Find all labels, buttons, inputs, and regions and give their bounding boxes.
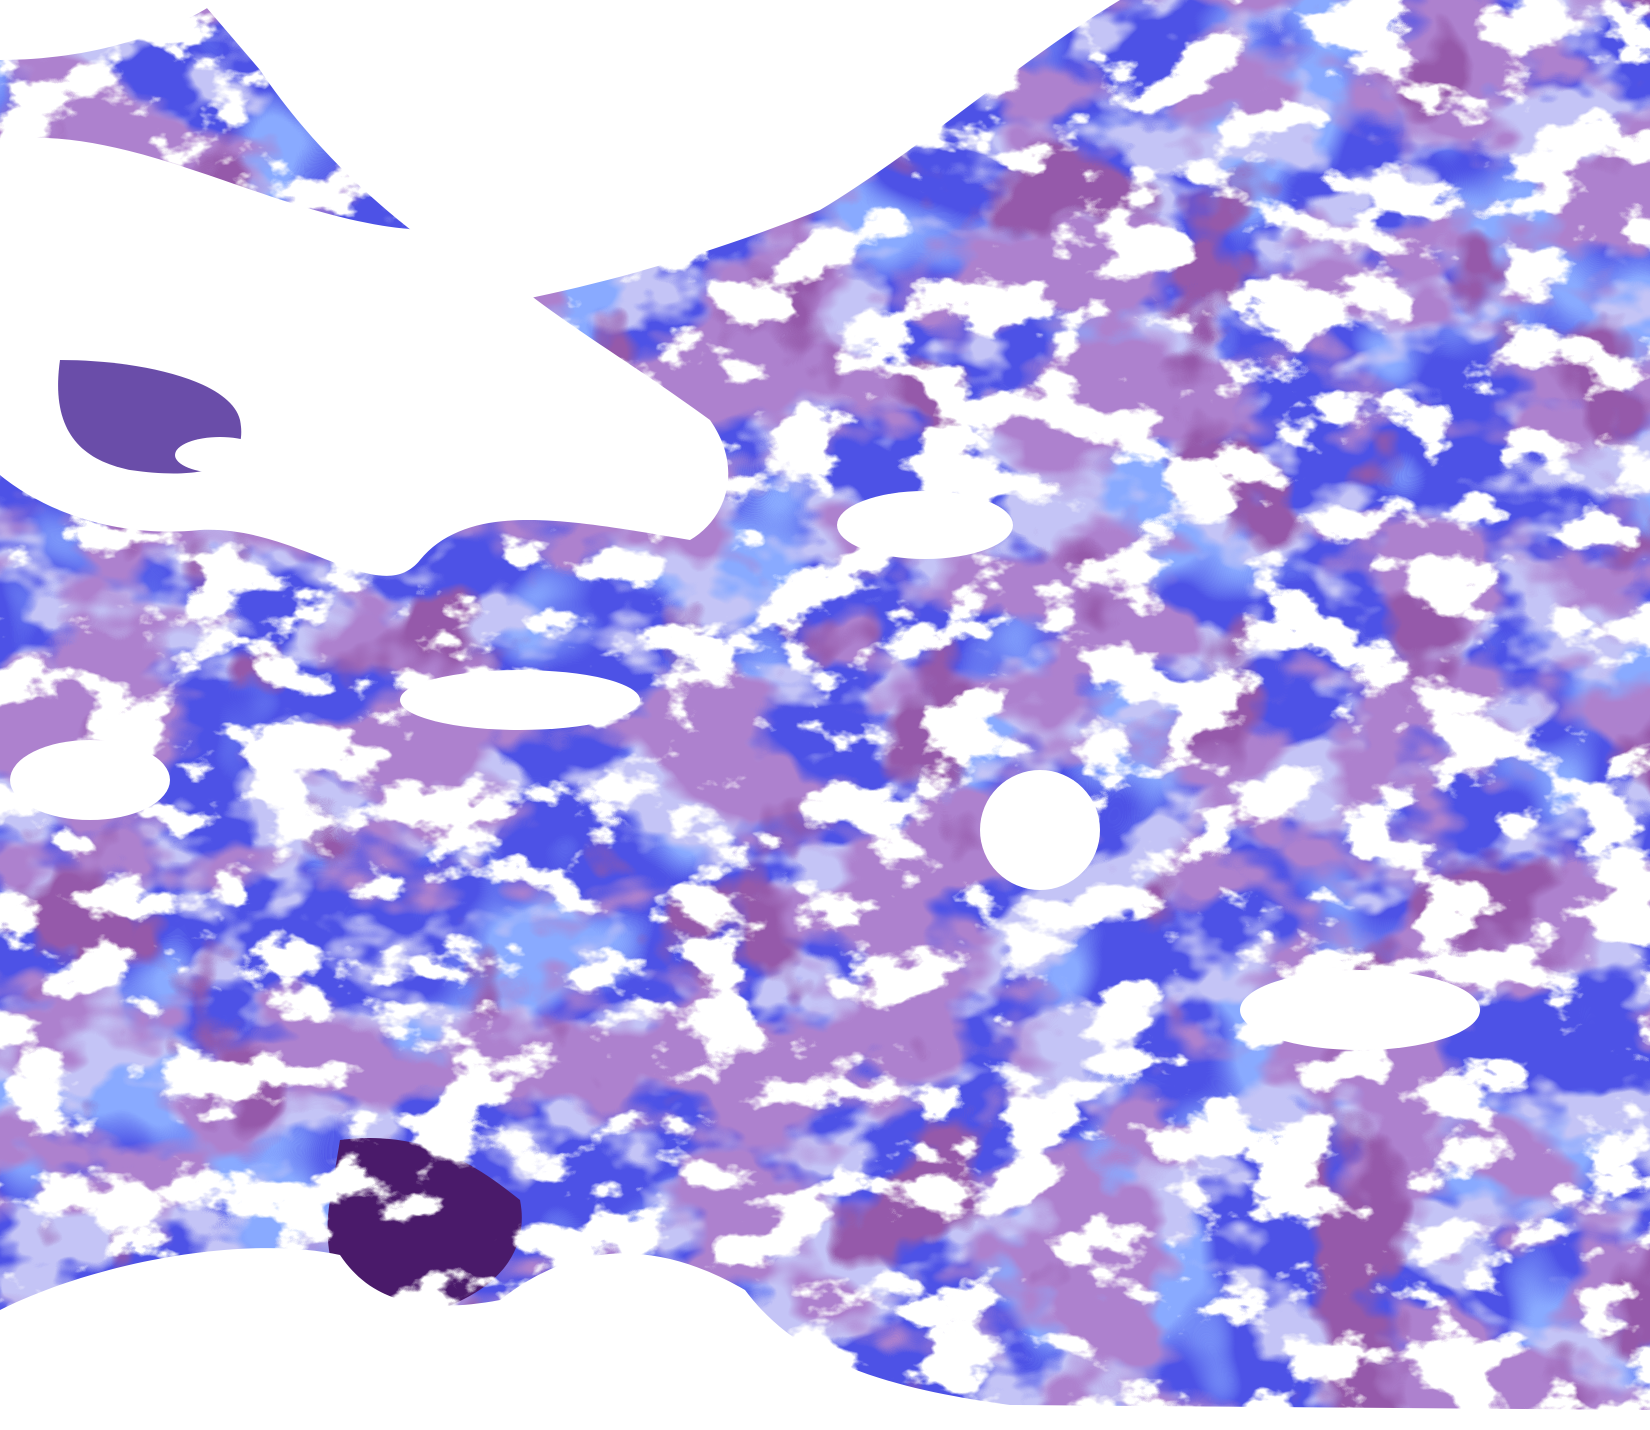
white-area xyxy=(0,0,220,60)
white-area xyxy=(837,491,1013,559)
white-area xyxy=(980,770,1100,890)
white-area xyxy=(400,670,640,730)
white-area xyxy=(0,1248,1650,1430)
white-area xyxy=(175,437,265,473)
white-area xyxy=(1240,970,1480,1050)
white-area xyxy=(10,740,170,820)
white-area xyxy=(200,0,1120,300)
